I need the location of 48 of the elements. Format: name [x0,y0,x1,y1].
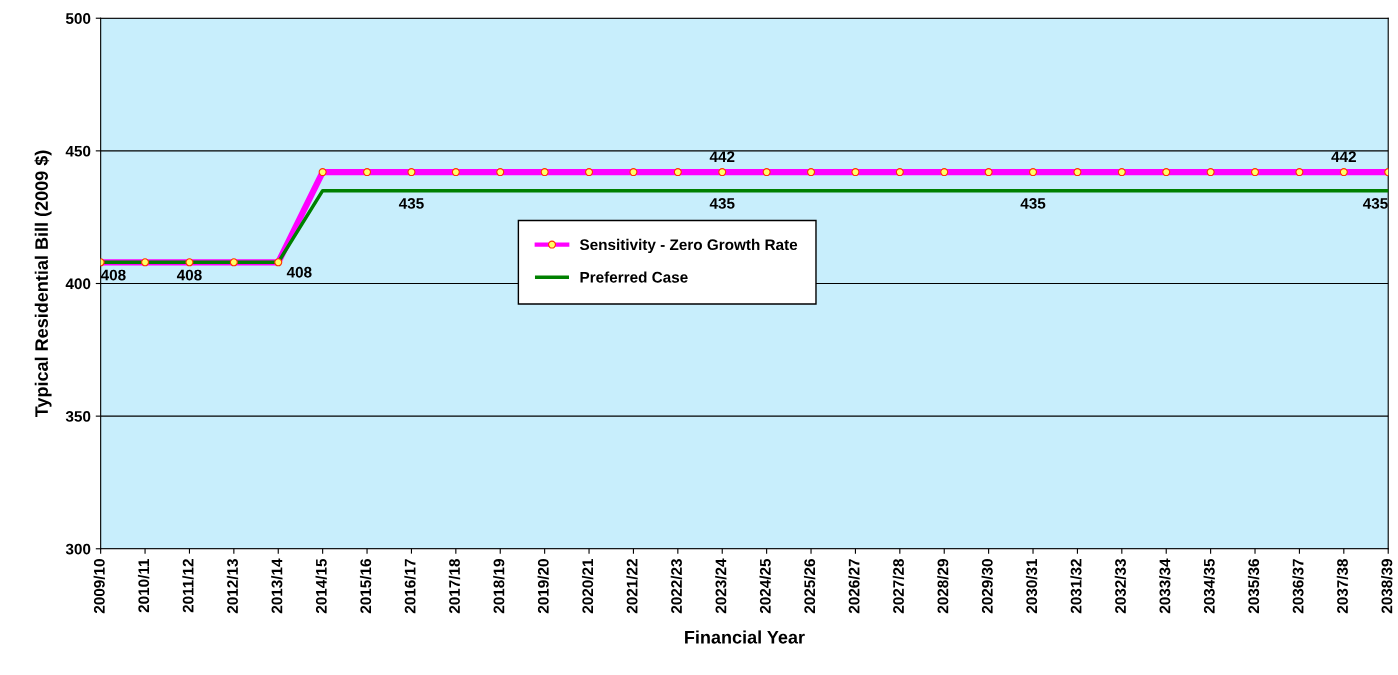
y-tick-label: 350 [65,411,91,422]
x-tick-label: 2026/27 [848,559,860,614]
legend-label: Sensitivity - Zero Growth Rate [579,238,798,254]
x-tick-label: 2009/10 [93,559,105,614]
y-tick-label: 500 [65,13,91,24]
x-tick-label: 2027/28 [892,558,905,614]
x-tick-label: 2018/19 [493,559,505,614]
x-tick-label: 2016/17 [404,559,416,614]
data-label: 435 [709,198,735,209]
x-tick-label: 2015/16 [359,559,372,614]
x-tick-label: 2030/31 [1025,558,1038,614]
y-axis-title: Typical Residential Bill (2009 $) [34,150,52,418]
x-tick-label: 2019/20 [537,559,549,614]
data-label: 442 [709,151,735,162]
legend-label: Preferred Case [580,271,688,283]
x-tick-label: 2031/32 [1070,559,1082,614]
y-tick-label: 300 [65,543,91,555]
x-tick-label: 2028/29 [937,559,949,614]
x-tick-label: 2012/13 [226,559,239,614]
y-tick-label: 450 [65,145,91,157]
x-tick-label: 2024/25 [759,558,771,614]
x-tick-label: 2021/22 [626,559,638,614]
data-label: 435 [1020,198,1046,209]
data-label: 435 [1362,198,1388,209]
x-tick-label: 2020/21 [581,558,594,614]
x-tick-label: 2022/23 [670,559,683,614]
x-tick-label: 2037/38 [1336,558,1349,614]
data-label: 435 [398,198,424,209]
data-label: 442 [1331,151,1356,162]
x-tick-label: 2036/37 [1292,559,1304,614]
x-tick-label: 2038/39 [1381,559,1393,614]
x-tick-label: 2011/12 [182,559,194,613]
x-tick-label: 2014/15 [315,558,327,614]
x-tick-label: 2023/24 [715,558,727,614]
x-tick-label: 2017/18 [448,558,461,614]
x-axis-title: Financial Year [685,630,805,644]
x-tick-label: 2025/26 [803,559,816,614]
x-tick-label: 2032/33 [1114,559,1127,614]
data-label: 408 [286,266,312,278]
x-tick-label: 2033/34 [1159,558,1171,614]
x-tick-label: 2034/35 [1203,558,1215,614]
x-tick-label: 2013/14 [271,558,283,614]
y-tick-label: 400 [65,278,91,290]
data-label: 408 [100,269,126,281]
x-tick-label: 2035/36 [1247,559,1260,614]
x-tick-label: 2010/11 [137,558,150,613]
x-tick-label: 2029/30 [981,559,993,614]
data-label: 408 [176,269,202,281]
